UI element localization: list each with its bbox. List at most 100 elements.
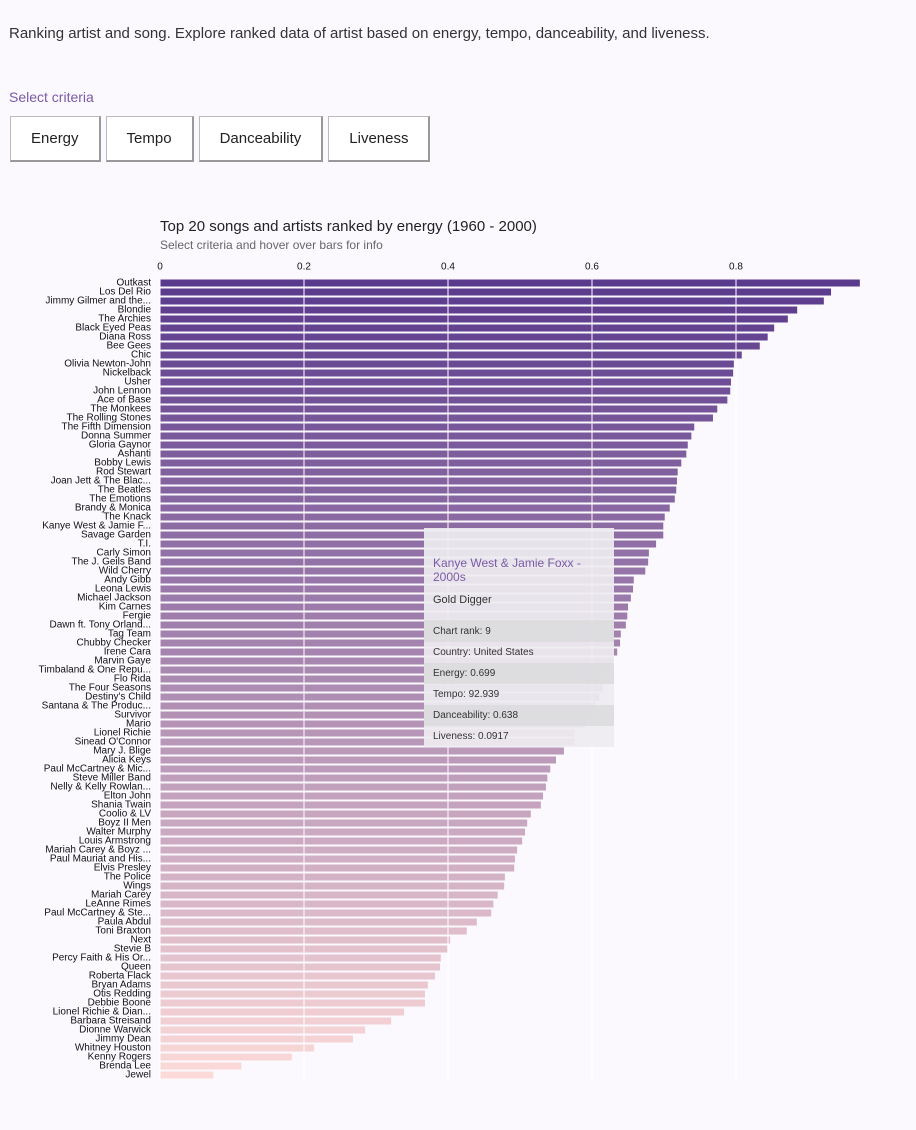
bar (160, 999, 425, 1007)
x-tick-label: 0.2 (297, 262, 311, 273)
chart-title: Top 20 songs and artists ranked by energ… (160, 218, 537, 235)
y-tick-label: Marvin Gaye (94, 656, 151, 667)
y-tick-label: Ashanti (118, 449, 151, 460)
y-tick-label: Next (130, 935, 151, 946)
y-tick-label: Percy Faith & His Or... (52, 953, 151, 964)
bar (160, 675, 607, 683)
bar (160, 603, 628, 611)
y-tick-label: Blondie (118, 305, 152, 316)
y-tick-label: Dawn ft. Tony Orland... (49, 620, 151, 631)
bar (160, 486, 677, 494)
y-tick-label: Michael Jackson (77, 593, 151, 604)
bar (160, 909, 492, 917)
bar (160, 981, 428, 989)
y-tick-label: Barbara Streisand (70, 1016, 151, 1027)
tooltip-row: Energy: 0.699 (424, 663, 614, 684)
tooltip-title: Kanye West & Jamie Foxx - 2000s (433, 556, 581, 584)
y-tick-label: LeAnne Rimes (85, 899, 151, 910)
y-tick-label: Bee Gees (107, 341, 151, 352)
bar (160, 342, 760, 350)
y-tick-label: Wild Cherry (99, 566, 151, 577)
y-tick-label: Toni Braxton (95, 926, 151, 937)
bar (160, 387, 731, 395)
bar (160, 585, 634, 593)
y-tick-label: Roberta Flack (89, 971, 152, 982)
y-tick-label: Gloria Gaynor (89, 440, 152, 451)
y-tick-label: Alicia Keys (102, 755, 151, 766)
bar (160, 882, 505, 890)
y-tick-label: Mario (126, 719, 151, 730)
bar (160, 468, 678, 476)
bar (160, 405, 718, 413)
tooltip-row: Chart rank: 9 (424, 621, 614, 642)
y-tick-label: Santana & The Produc... (42, 701, 151, 712)
bar (160, 639, 621, 647)
y-tick-label: Brenda Lee (99, 1061, 151, 1072)
y-tick-label: Louis Armstrong (79, 836, 151, 847)
tooltip-rows: Chart rank: 9 Country: United States Energ… (424, 621, 614, 747)
bar (160, 1062, 242, 1070)
bar (160, 774, 548, 782)
bar (160, 279, 860, 287)
y-tick-label: The J. Geils Band (72, 557, 151, 568)
y-tick-label: Diana Ross (99, 332, 151, 343)
bar (160, 549, 649, 557)
y-tick-label: Andy Gibb (104, 575, 151, 586)
bar (160, 459, 682, 467)
bar (160, 720, 585, 728)
y-tick-label: The Four Seasons (69, 683, 151, 694)
bar (160, 306, 798, 314)
bar (160, 612, 628, 620)
bar (160, 891, 498, 899)
chart-subtitle: Select criteria and hover over bars for … (160, 238, 383, 252)
y-tick-label: Lionel Richie & Dian... (53, 1007, 151, 1018)
bar (160, 414, 713, 422)
criteria-button[interactable]: Liveness (328, 116, 431, 162)
criteria-button[interactable]: Energy (10, 116, 101, 162)
bar (160, 765, 551, 773)
bar (160, 522, 664, 530)
y-tick-label: Survivor (114, 710, 151, 721)
x-tick-label: 0 (157, 262, 163, 273)
bar (160, 513, 665, 521)
y-tick-label: Timbaland & One Repu... (39, 665, 151, 676)
y-tick-label: Boyz II Men (98, 818, 151, 829)
bar (160, 288, 832, 296)
y-tick-label: Sinead O'Connor (75, 737, 152, 748)
y-tick-label: Bobby Lewis (94, 458, 151, 469)
bar (160, 990, 425, 998)
bar (160, 846, 518, 854)
bar (160, 648, 618, 656)
y-tick-label: Mariah Carey (91, 890, 151, 901)
bar (160, 333, 768, 341)
y-tick-label: Whitney Houston (75, 1043, 151, 1054)
bar (160, 666, 610, 674)
bar (160, 540, 657, 548)
y-tick-label: The Archies (98, 314, 151, 325)
y-tick-label: Irene Cara (104, 647, 152, 658)
y-tick-label: Leona Lewis (95, 584, 151, 595)
y-tick-label: Elton John (104, 791, 151, 802)
y-tick-label: Paul McCartney & Mic... (44, 764, 151, 775)
bar (160, 936, 451, 944)
select-label: Select criteria (9, 89, 94, 105)
bar (160, 297, 824, 305)
bar (160, 441, 688, 449)
y-tick-label: Walter Murphy (86, 827, 151, 838)
bar (160, 594, 631, 602)
y-tick-label: Tag Team (108, 629, 151, 640)
bar (160, 747, 564, 755)
bar (160, 630, 621, 638)
criteria-button[interactable]: Tempo (105, 116, 194, 162)
y-tick-label: Ace of Base (97, 395, 151, 406)
bar (160, 576, 634, 584)
bar (160, 1071, 214, 1079)
bar (160, 738, 575, 746)
y-tick-label: Kanye West & Jamie F... (42, 521, 151, 532)
y-tick-label: Nickelback (103, 368, 152, 379)
bar (160, 369, 734, 377)
criteria-button[interactable]: Danceability (198, 116, 324, 162)
bar (160, 504, 670, 512)
y-tick-label: Steve Miller Band (73, 773, 151, 784)
bar (160, 819, 528, 827)
